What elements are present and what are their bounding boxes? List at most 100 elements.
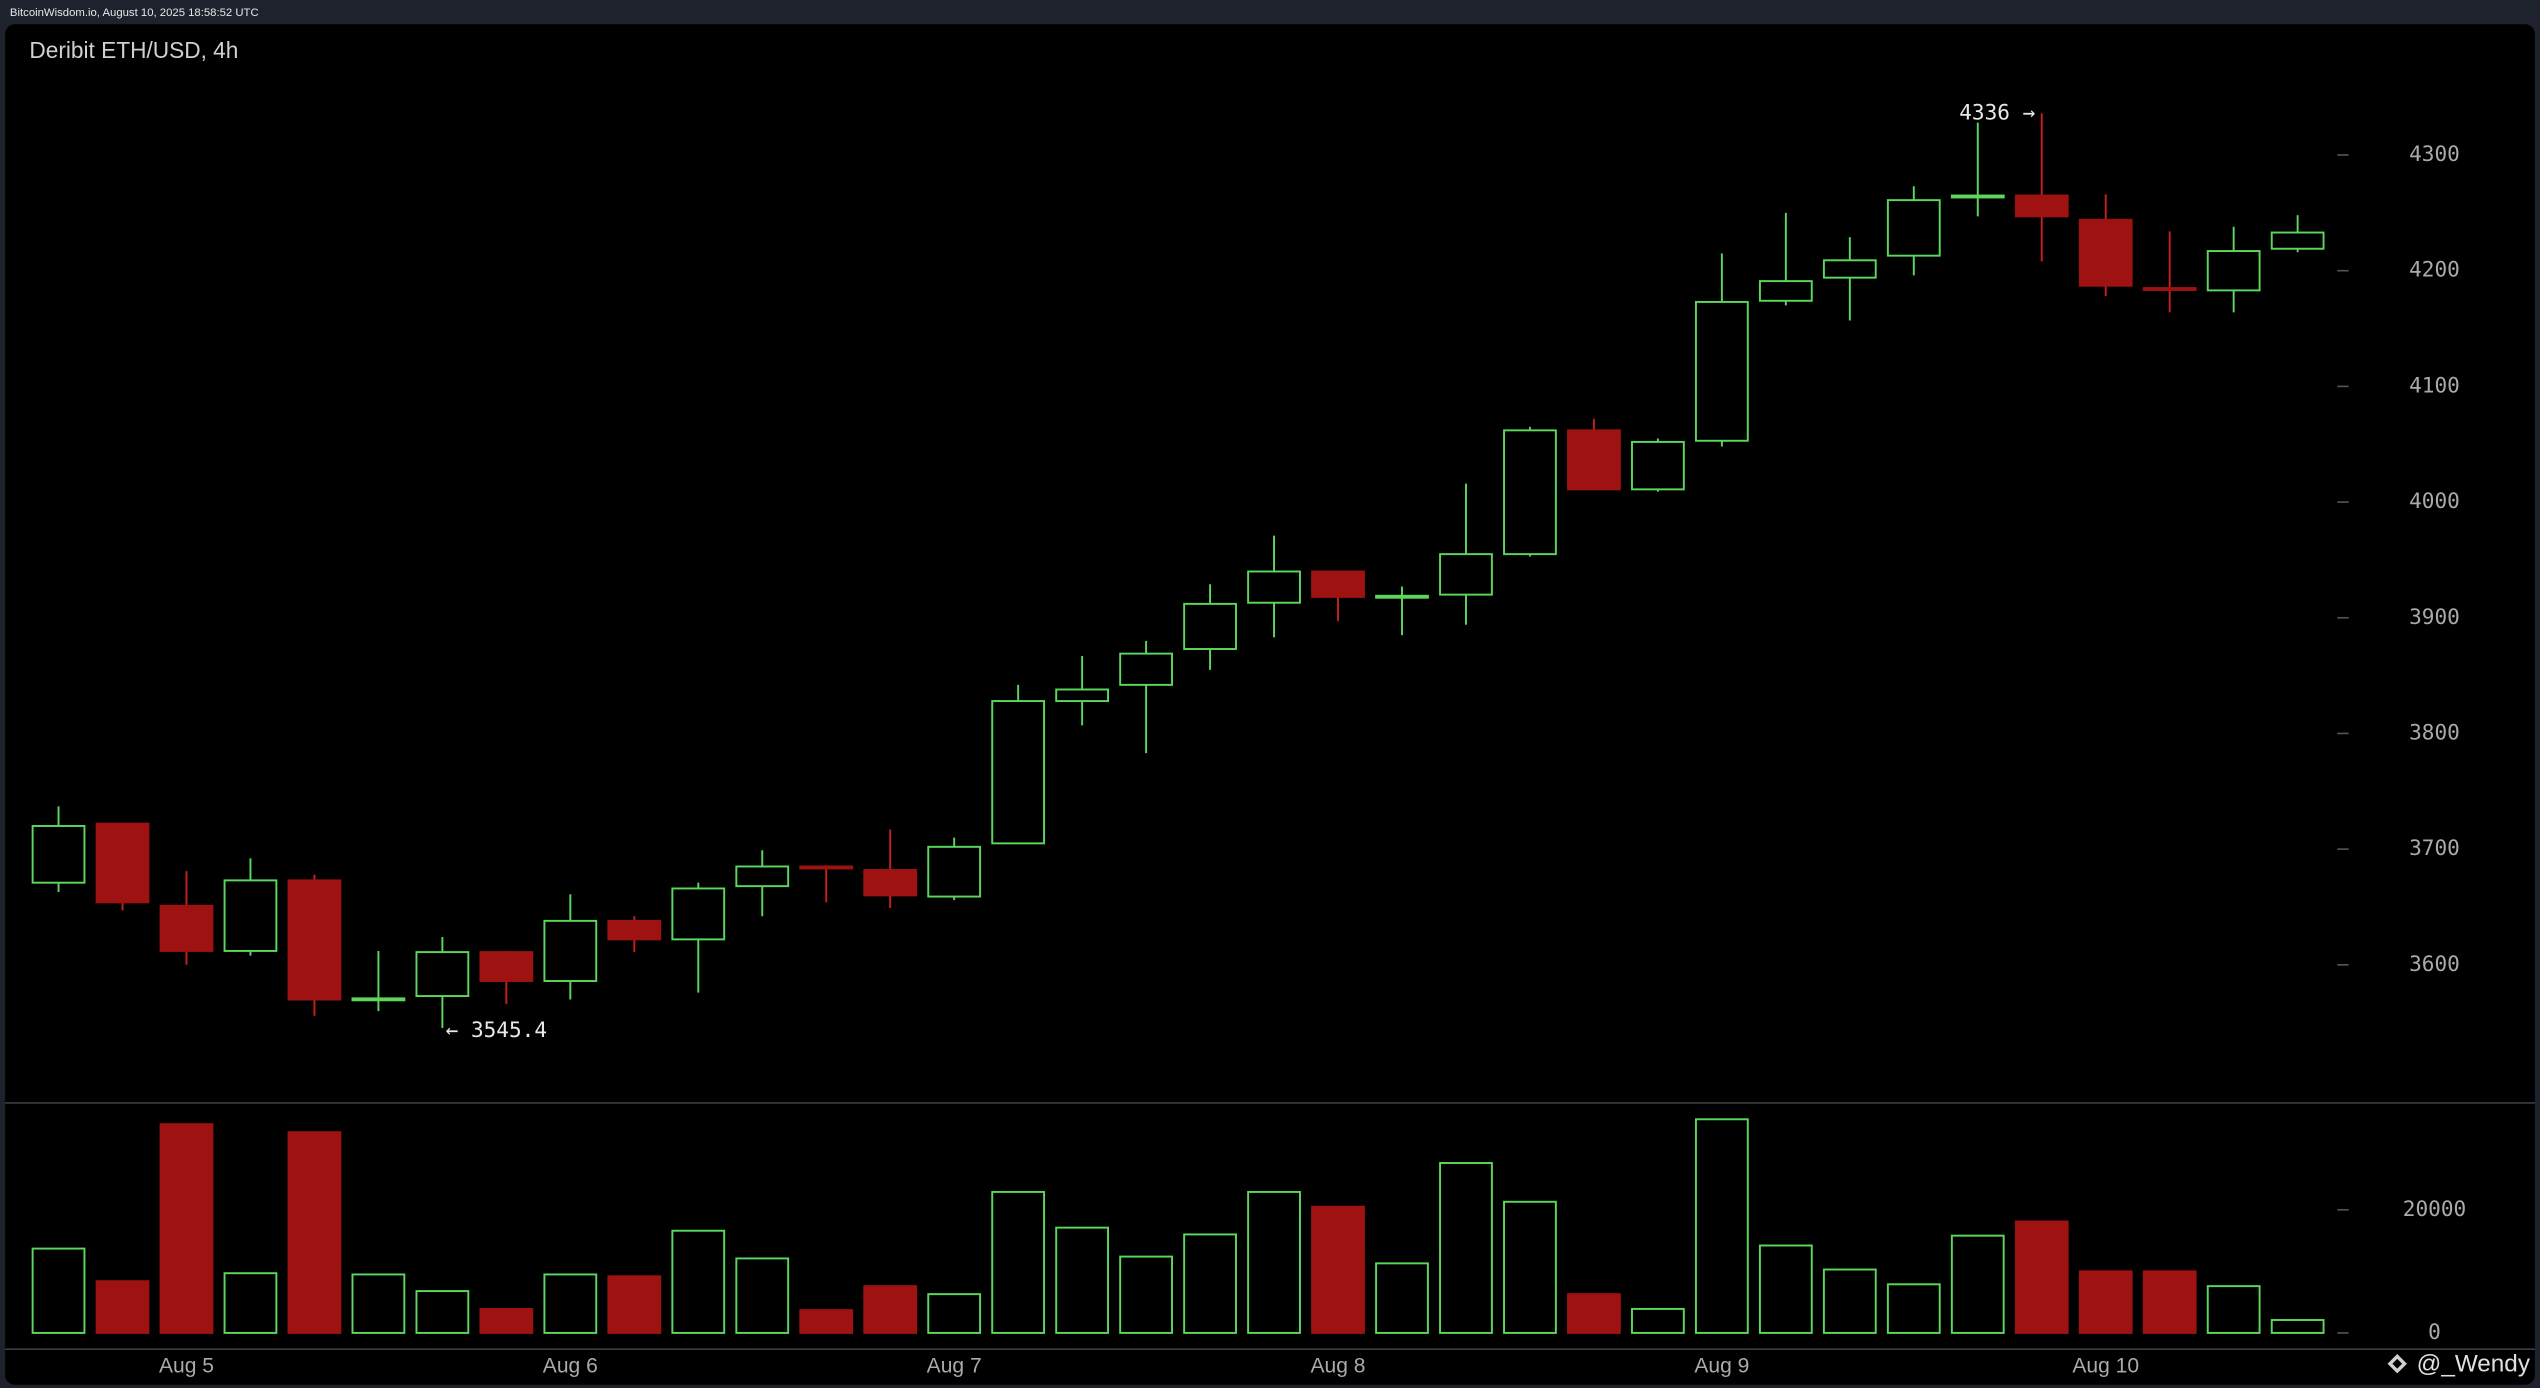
y-tick-label: 4000	[2409, 488, 2460, 513]
candle-body	[1822, 259, 1877, 279]
candle	[1119, 640, 1173, 754]
y-tick-label: 3800	[2409, 719, 2460, 744]
y-tick-label: 3600	[2409, 951, 2460, 976]
volume-bar	[1439, 1162, 1493, 1334]
candle	[2142, 231, 2197, 313]
x-tick-label: Aug 9	[1694, 1355, 1749, 1378]
candle	[1822, 237, 1877, 321]
volume-bar	[1375, 1262, 1429, 1334]
volume-bar	[1567, 1293, 1621, 1334]
candle	[1311, 570, 1365, 622]
plot-panel	[5, 24, 2535, 1385]
x-tick-label: Aug 8	[1311, 1355, 1366, 1378]
candle-body	[159, 904, 214, 952]
watermark-icon	[2387, 1353, 2407, 1374]
watermark-text: @_Wendy	[2417, 1351, 2531, 1378]
candle-body	[1694, 300, 1749, 442]
volume-bar	[1822, 1268, 1877, 1334]
candle-body	[2014, 194, 2069, 218]
volume-tick-label: 0	[2428, 1319, 2441, 1344]
volume-bar	[799, 1309, 854, 1334]
candle-body	[1119, 652, 1173, 686]
candle	[1694, 253, 1749, 447]
candle-body	[1439, 553, 1493, 596]
candle	[1375, 586, 1429, 636]
candle	[1503, 426, 1557, 557]
candle	[863, 829, 918, 909]
volume-bar	[2142, 1270, 2197, 1334]
volume-bar	[671, 1229, 726, 1334]
volume-bar	[1119, 1255, 1173, 1334]
volume-bar	[543, 1273, 598, 1334]
candle-body	[1503, 429, 1557, 556]
candle-body	[1758, 280, 1813, 302]
candle-body	[543, 919, 598, 982]
candle-body	[1631, 440, 1685, 491]
volume-bar	[1886, 1283, 1941, 1334]
volume-bar	[479, 1307, 534, 1334]
volume-bar	[415, 1290, 470, 1334]
x-tick-label: Aug 6	[543, 1355, 598, 1378]
volume-bar	[2078, 1270, 2133, 1334]
annotation: 4336 →	[1959, 99, 2035, 124]
volume-bar	[1311, 1205, 1365, 1334]
candle	[543, 894, 598, 1000]
candle	[1950, 122, 2005, 217]
volume-bar	[607, 1275, 662, 1334]
candle-body	[1886, 199, 1941, 257]
volume-bar	[735, 1257, 790, 1334]
candle-body	[2078, 218, 2133, 287]
candle	[1183, 584, 1237, 670]
volume-bar	[1183, 1233, 1237, 1334]
y-tick-label: 4200	[2409, 257, 2460, 282]
candle	[671, 882, 726, 993]
volume-bar	[1694, 1118, 1749, 1334]
candle-body	[1950, 194, 2005, 199]
y-tick-label: 4100	[2409, 372, 2460, 397]
candle-body	[95, 822, 150, 904]
candle	[2270, 215, 2325, 253]
volume-bar	[927, 1293, 982, 1334]
candle-body	[1375, 594, 1429, 599]
volume-bar	[2270, 1319, 2325, 1334]
candle-body	[1183, 602, 1237, 650]
volume-bar	[1631, 1307, 1685, 1334]
volume-bar	[1247, 1190, 1301, 1334]
candle	[607, 916, 662, 953]
annotation: ← 3545.4	[446, 1017, 547, 1042]
candle-body	[31, 825, 86, 884]
candle	[2014, 113, 2069, 262]
candle-body	[223, 879, 278, 952]
candle-body	[1567, 429, 1621, 491]
volume-bar	[223, 1272, 278, 1334]
candle	[479, 950, 534, 1005]
y-tick-label: 3900	[2409, 604, 2460, 629]
candle	[927, 837, 982, 901]
candle-body	[863, 868, 918, 897]
candle-body	[287, 879, 342, 1001]
candle-body	[415, 951, 470, 998]
candle-body	[2206, 250, 2261, 292]
candle-body	[607, 919, 662, 941]
y-tick-label: 3700	[2409, 835, 2460, 860]
candle	[1439, 483, 1493, 625]
candle	[31, 806, 86, 892]
volume-bar	[2014, 1220, 2069, 1334]
chart-title: Deribit ETH/USD, 4h	[29, 37, 238, 63]
candle	[351, 950, 406, 1012]
candle-body	[735, 865, 790, 888]
candle-body	[1055, 688, 1110, 703]
candle-body	[799, 865, 854, 870]
volume-bar	[1950, 1234, 2005, 1334]
candle	[799, 865, 854, 903]
volume-tick-label: 20000	[2403, 1196, 2466, 1221]
candle	[287, 874, 342, 1016]
candle	[1886, 186, 1941, 276]
candle	[2078, 194, 2133, 297]
volume-bar	[863, 1285, 918, 1334]
candle	[159, 871, 214, 965]
volume-bar	[95, 1280, 150, 1334]
y-tick-label: 4300	[2409, 141, 2460, 166]
candle	[415, 937, 470, 1028]
